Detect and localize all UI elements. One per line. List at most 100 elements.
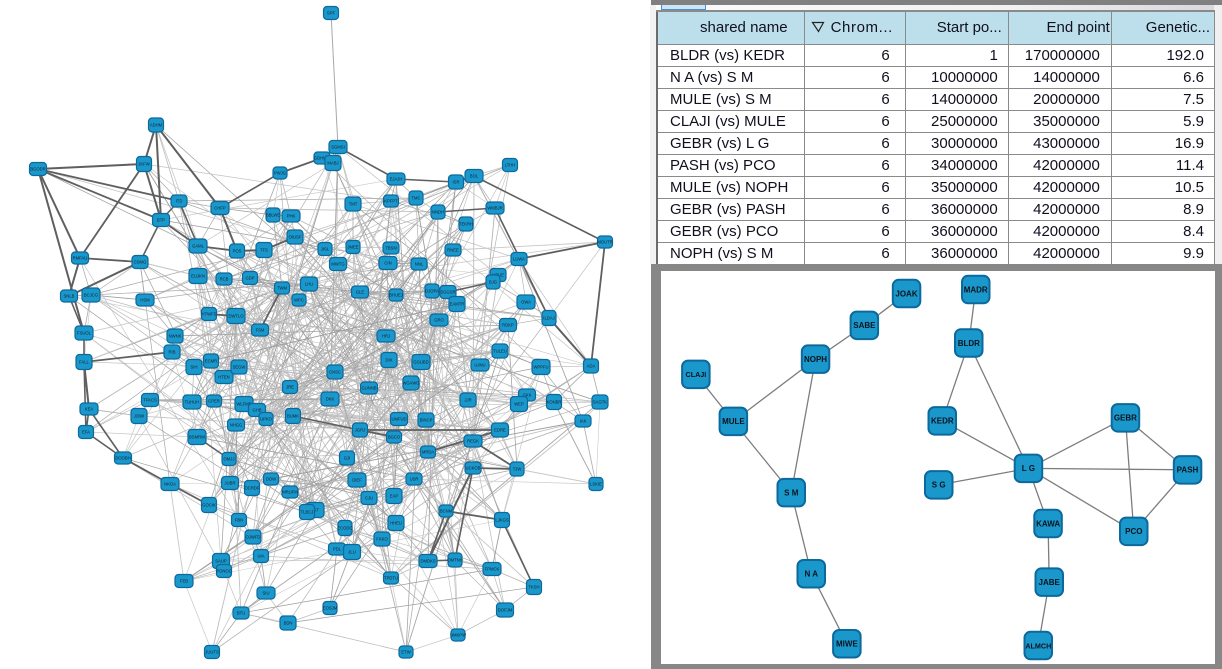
svg-text:RIB: RIB xyxy=(169,350,176,355)
svg-text:JMEE: JMEE xyxy=(347,245,358,250)
svg-text:JABE: JABE xyxy=(1039,578,1061,587)
svg-text:S G: S G xyxy=(932,481,946,490)
svg-text:DIK: DIK xyxy=(386,358,393,363)
svg-text:OIUSF: OIUSF xyxy=(289,235,302,240)
svg-text:EUJKN: EUJKN xyxy=(191,274,205,279)
svg-text:REGK: REGK xyxy=(467,439,479,444)
svg-text:UMKPW: UMKPW xyxy=(450,633,466,638)
svg-text:UPKO: UPKO xyxy=(260,417,273,422)
svg-text:FPMCK: FPMCK xyxy=(485,567,500,572)
svg-text:POS: POS xyxy=(233,249,242,254)
svg-text:SNLB: SNLB xyxy=(64,294,75,299)
svg-text:PCO: PCO xyxy=(1125,527,1142,536)
svg-text:TJW: TJW xyxy=(513,467,522,472)
svg-text:GJI: GJI xyxy=(344,456,351,461)
svg-text:TWM: TWM xyxy=(277,286,288,291)
svg-text:BSMRW: BSMRW xyxy=(189,435,205,440)
svg-text:FEB: FEB xyxy=(180,579,188,584)
svg-text:BINCP: BINCP xyxy=(420,418,433,423)
svg-text:EAMTR: EAMTR xyxy=(450,302,465,307)
svg-text:ETW: ETW xyxy=(401,650,410,655)
svg-text:PONOC: PONOC xyxy=(216,569,231,574)
svg-text:EAP: EAP xyxy=(390,494,399,499)
svg-text:SIU: SIU xyxy=(263,591,270,596)
svg-text:UJNU: UJNU xyxy=(474,363,485,368)
svg-text:CLAJI: CLAJI xyxy=(686,370,707,379)
svg-text:TBSM: TBSM xyxy=(385,246,397,251)
svg-text:TUHUH: TUHUH xyxy=(185,400,200,405)
svg-text:USR: USR xyxy=(410,477,419,482)
svg-text:S M: S M xyxy=(784,489,799,498)
svg-text:SEGW: SEGW xyxy=(233,365,246,370)
svg-text:BBLWE: BBLWE xyxy=(266,213,281,218)
svg-text:UIA: UIA xyxy=(258,554,265,559)
svg-text:BLDR: BLDR xyxy=(958,339,980,348)
svg-text:HTWFS: HTWFS xyxy=(202,312,217,317)
svg-text:DJOPA: DJOPA xyxy=(425,289,439,294)
svg-text:DOOBH: DOOBH xyxy=(115,456,130,461)
svg-text:MWTG: MWTG xyxy=(331,262,344,267)
svg-text:HHEU: HHEU xyxy=(390,521,402,526)
svg-text:GOCIK: GOCIK xyxy=(202,503,216,508)
svg-text:CHFP: CHFP xyxy=(214,206,226,211)
svg-text:FBN: FBN xyxy=(235,518,243,523)
svg-text:GDHWN: GDHWN xyxy=(314,156,330,161)
svg-text:MOUTR: MOUTR xyxy=(597,240,612,245)
svg-text:NWNK: NWNK xyxy=(169,334,182,339)
svg-text:GUNNB: GUNNB xyxy=(361,386,376,391)
svg-text:JLU: JLU xyxy=(348,550,355,555)
svg-text:SAUP: SAUP xyxy=(215,559,227,564)
svg-text:HRJ: HRJ xyxy=(382,334,390,339)
svg-text:DOW: DOW xyxy=(266,477,276,482)
svg-text:CIN: CIN xyxy=(384,261,391,266)
svg-text:SIH: SIH xyxy=(191,365,198,370)
svg-text:CPER: CPER xyxy=(208,399,220,404)
svg-text:CNSC: CNSC xyxy=(329,370,341,375)
svg-text:TPDTU: TPDTU xyxy=(384,576,398,581)
svg-text:JOWI: JOWI xyxy=(134,414,144,419)
svg-text:NKOA: NKOA xyxy=(164,482,176,487)
svg-text:SABE: SABE xyxy=(853,321,876,330)
svg-text:BCNM: BCNM xyxy=(440,509,453,514)
svg-text:GEBR: GEBR xyxy=(1114,414,1137,423)
svg-text:DOFJM: DOFJM xyxy=(498,608,513,613)
svg-text:LSKIE: LSKIE xyxy=(590,482,602,487)
svg-text:WMBJR: WMBJR xyxy=(487,206,502,211)
svg-text:FALL: FALL xyxy=(79,360,89,365)
svg-text:L G: L G xyxy=(1022,464,1035,473)
svg-text:KEDR: KEDR xyxy=(931,417,954,426)
svg-text:RCB: RCB xyxy=(220,277,229,282)
svg-text:TLBCJ: TLBCJ xyxy=(301,510,314,515)
svg-text:ITD: ITD xyxy=(176,199,183,204)
svg-text:BTU: BTU xyxy=(237,611,245,616)
svg-text:GAML: GAML xyxy=(192,244,205,249)
svg-text:ADA: ADA xyxy=(587,364,596,369)
svg-text:EOSJM: EOSJM xyxy=(323,606,338,611)
svg-text:NOPH: NOPH xyxy=(804,355,827,364)
svg-text:NHGG: NHGG xyxy=(230,423,243,428)
svg-text:BDN: BDN xyxy=(284,621,293,626)
svg-text:BJG: BJG xyxy=(489,280,497,285)
svg-text:EFA: EFA xyxy=(82,430,90,435)
svg-text:LJKGS: LJKGS xyxy=(495,518,508,523)
svg-text:DMDKS: DMDKS xyxy=(420,559,435,564)
svg-text:FKT: FKT xyxy=(311,508,319,513)
svg-text:RDKP: RDKP xyxy=(502,323,514,328)
svg-text:ALMCH: ALMCH xyxy=(1025,641,1051,650)
svg-text:KAWA: KAWA xyxy=(1036,519,1060,528)
svg-text:JOAK: JOAK xyxy=(895,289,917,298)
svg-text:JUBR: JUBR xyxy=(225,481,236,486)
svg-text:BTP: BTP xyxy=(157,218,165,223)
svg-text:FSUOL: FSUOL xyxy=(77,331,92,336)
svg-text:JGRJ: JGRJ xyxy=(355,428,365,433)
svg-text:JRE: JRE xyxy=(286,385,294,390)
svg-text:CSMG: CSMG xyxy=(134,260,147,265)
svg-text:OCRDF: OCRDF xyxy=(245,486,260,491)
svg-text:MULE: MULE xyxy=(722,417,745,426)
svg-text:FKKO: FKKO xyxy=(376,537,388,542)
svg-text:MADR: MADR xyxy=(964,285,988,294)
svg-text:SPF: SPF xyxy=(327,11,336,16)
svg-text:DIEF: DIEF xyxy=(352,478,362,483)
svg-text:SGGSR: SGGSR xyxy=(440,290,455,295)
svg-text:NNL: NNL xyxy=(415,262,424,267)
